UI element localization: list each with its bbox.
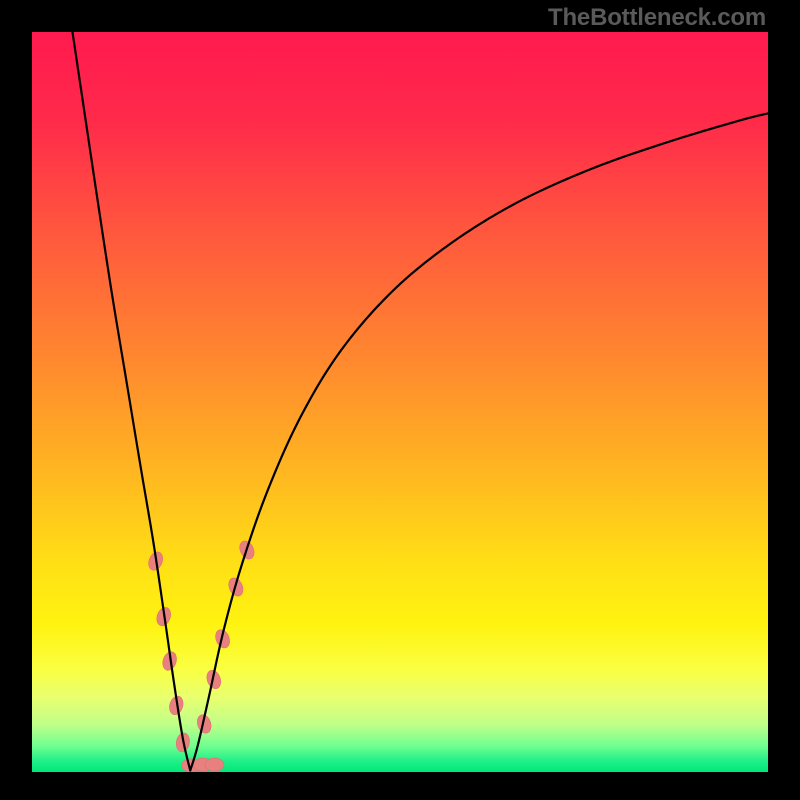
bottleneck-curve bbox=[72, 32, 768, 771]
scatter-markers bbox=[146, 539, 257, 772]
curve-layer bbox=[32, 32, 768, 772]
watermark-label: TheBottleneck.com bbox=[548, 4, 766, 32]
chart-container: TheBottleneck.com bbox=[0, 0, 800, 800]
curve-marker bbox=[205, 758, 224, 771]
plot-area bbox=[32, 32, 768, 772]
